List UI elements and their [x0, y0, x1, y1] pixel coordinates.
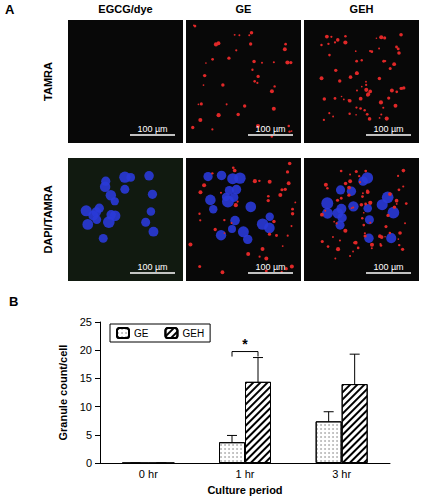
svg-text:1 hr: 1 hr — [236, 468, 255, 480]
svg-text:EGCG/dye: EGCG/dye — [98, 3, 152, 15]
svg-text:100 µm: 100 µm — [373, 124, 403, 134]
svg-text:5: 5 — [86, 429, 92, 441]
svg-text:0 hr: 0 hr — [139, 468, 158, 480]
svg-text:15: 15 — [80, 372, 92, 384]
svg-text:25: 25 — [80, 316, 92, 328]
svg-text:GEH: GEH — [350, 3, 374, 15]
svg-text:GEH: GEH — [182, 328, 204, 339]
svg-text:A: A — [5, 2, 15, 17]
svg-text:100 µm: 100 µm — [137, 124, 167, 134]
svg-text:0: 0 — [86, 457, 92, 469]
svg-text:100 µm: 100 µm — [255, 124, 285, 134]
svg-text:3 hr: 3 hr — [332, 468, 351, 480]
svg-text:20: 20 — [80, 344, 92, 356]
svg-text:100 µm: 100 µm — [255, 262, 285, 272]
svg-text:TAMRA: TAMRA — [42, 62, 54, 101]
svg-text:100 µm: 100 µm — [373, 262, 403, 272]
svg-text:100 µm: 100 µm — [137, 262, 167, 272]
svg-text:B: B — [9, 294, 18, 309]
svg-text:10: 10 — [80, 401, 92, 413]
svg-text:GE: GE — [134, 328, 149, 339]
svg-text:*: * — [242, 336, 248, 352]
svg-text:GE: GE — [236, 3, 252, 15]
svg-text:DAPI/TAMRA: DAPI/TAMRA — [42, 185, 54, 253]
svg-text:Granule count/cell: Granule count/cell — [57, 345, 69, 441]
svg-text:Culture period: Culture period — [207, 484, 282, 496]
